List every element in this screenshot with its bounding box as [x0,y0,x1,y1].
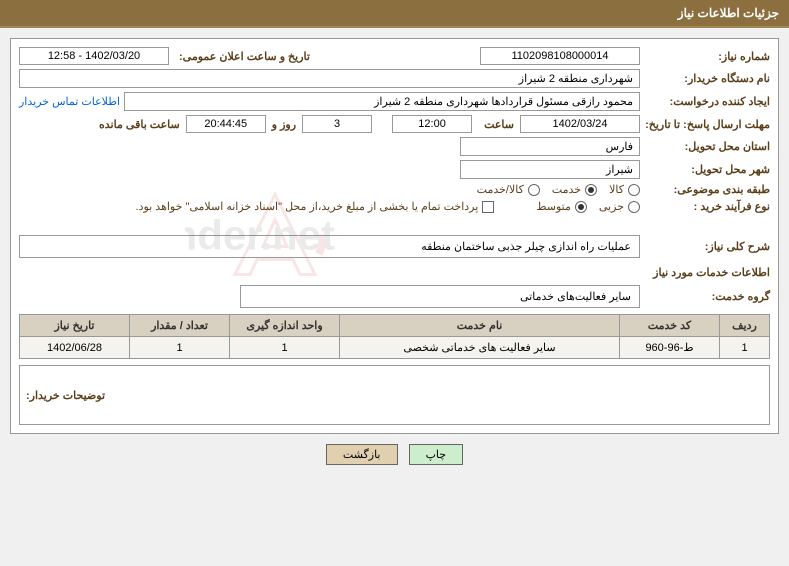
table-header-row: ردیف کد خدمت نام خدمت واحد اندازه گیری ت… [20,315,770,337]
buyer-comment-box: توضیحات خریدار: [19,365,770,425]
delivery-province-value: فارس [460,137,640,156]
deadline-time-value: 12:00 [392,115,472,133]
table-row: 1 ط-96-960 سایر فعالیت های خدماتی شخصی 1… [20,337,770,359]
radio-goods[interactable]: کالا [609,183,640,196]
buyer-comment-label: توضیحات خریدار: [26,389,105,402]
buyer-comment-area [105,372,763,418]
service-table: ردیف کد خدمت نام خدمت واحد اندازه گیری ت… [19,314,770,359]
main-container: AriaTender.net شماره نیاز: 1102098108000… [10,38,779,434]
buyer-org-label: نام دستگاه خریدار: [640,72,770,85]
announce-date-label: تاریخ و ساعت اعلان عمومی: [175,50,310,63]
delivery-city-value: شیراز [460,160,640,179]
delivery-city-label: شهر محل تحویل: [640,163,770,176]
page-title: جزئیات اطلاعات نیاز [678,6,779,20]
need-number-value: 1102098108000014 [480,47,640,65]
back-button[interactable]: بازگشت [326,444,398,465]
days-count-value: 3 [302,115,372,133]
print-button[interactable]: چاپ [409,444,464,465]
need-number-label: شماره نیاز: [640,50,770,63]
buyer-contact-link[interactable]: اطلاعات تماس خریدار [19,95,124,108]
page-header: جزئیات اطلاعات نیاز [0,0,789,28]
button-row: چاپ بازگشت [10,444,779,465]
radio-service[interactable]: خدمت [552,183,597,196]
deadline-date-value: 1402/03/24 [520,115,640,133]
requester-label: ایجاد کننده درخواست: [640,95,770,108]
th-row: ردیف [720,315,770,337]
days-and-label: روز و [266,118,302,131]
service-info-label: اطلاعات خدمات مورد نیاز [19,266,770,279]
service-group-label: گروه خدمت: [640,290,770,303]
time-label: ساعت [478,118,520,131]
subject-class-label: طبقه بندی موضوعی: [640,183,770,196]
need-desc-label: شرح کلی نیاز: [640,240,770,253]
cell-service-name: سایر فعالیت های خدماتی شخصی [340,337,620,359]
th-unit: واحد اندازه گیری [230,315,340,337]
need-desc-value: عملیات راه اندازی چیلر جذبی ساختمان منطق… [19,235,640,258]
cell-row: 1 [720,337,770,359]
deadline-label: مهلت ارسال پاسخ: تا تاریخ: [640,118,770,131]
radio-goods-service[interactable]: کالا/خدمت [477,183,540,196]
announce-date-value: 1402/03/20 - 12:58 [19,47,169,65]
th-need-date: تاریخ نیاز [20,315,130,337]
buyer-org-value: شهرداری منطقه 2 شیراز [19,69,640,88]
radio-minor[interactable]: جزیی [599,200,640,213]
requester-value: محمود رازقی مسئول قراردادها شهرداری منطق… [124,92,640,111]
cell-unit: 1 [230,337,340,359]
th-service-code: کد خدمت [620,315,720,337]
remaining-time-value: 20:44:45 [186,115,266,133]
delivery-province-label: استان محل تحویل: [640,140,770,153]
th-qty: تعداد / مقدار [130,315,230,337]
cell-service-code: ط-96-960 [620,337,720,359]
remaining-label: ساعت باقی مانده [95,118,186,131]
cell-need-date: 1402/06/28 [20,337,130,359]
cell-qty: 1 [130,337,230,359]
purchase-type-label: نوع فرآیند خرید : [640,200,770,213]
th-service-name: نام خدمت [340,315,620,337]
payment-checkbox[interactable]: پرداخت تمام یا بخشی از مبلغ خرید،از محل … [136,200,495,213]
service-group-value: سایر فعالیت‌های خدماتی [240,285,640,308]
radio-medium[interactable]: متوسط [536,200,587,213]
